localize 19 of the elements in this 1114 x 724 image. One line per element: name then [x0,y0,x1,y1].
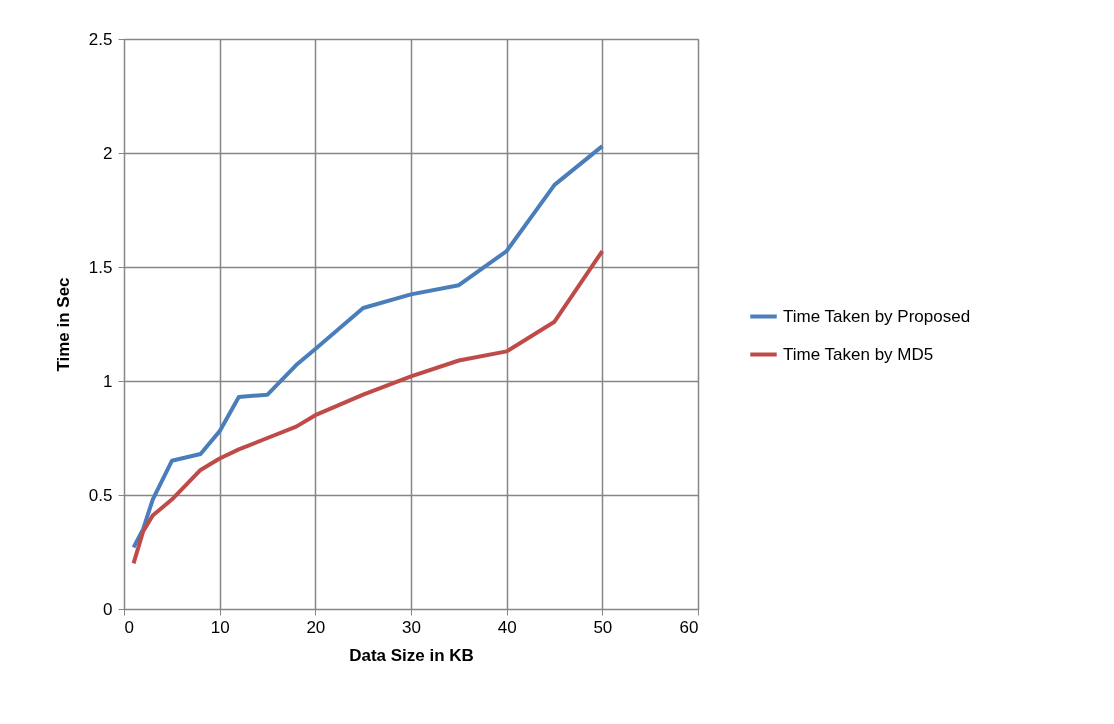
y-tick-label: 2 [103,143,113,163]
y-axis-title: Time in Sec [53,277,73,372]
x-tick-label: 30 [402,617,421,637]
y-tick-label: 0 [103,599,113,619]
x-tick-label: 10 [210,617,230,637]
x-tick-label: 0 [124,617,134,637]
y-tick-label: 1.5 [88,257,113,277]
x-axis-title: Data Size in KB [349,645,474,665]
x-tick-label: 40 [497,617,517,637]
legend-label: Time Taken by Proposed [783,306,971,326]
x-tick-label: 50 [593,617,613,637]
x-tick-label: 20 [306,617,326,637]
legend-label: Time Taken by MD5 [783,344,934,364]
y-tick-label: 0.5 [88,485,113,505]
line-series [131,144,605,550]
y-tick-label: 2.5 [88,29,113,49]
x-tick-label: 60 [679,617,699,637]
line-series [131,249,605,566]
y-tick-label: 1 [103,371,113,391]
